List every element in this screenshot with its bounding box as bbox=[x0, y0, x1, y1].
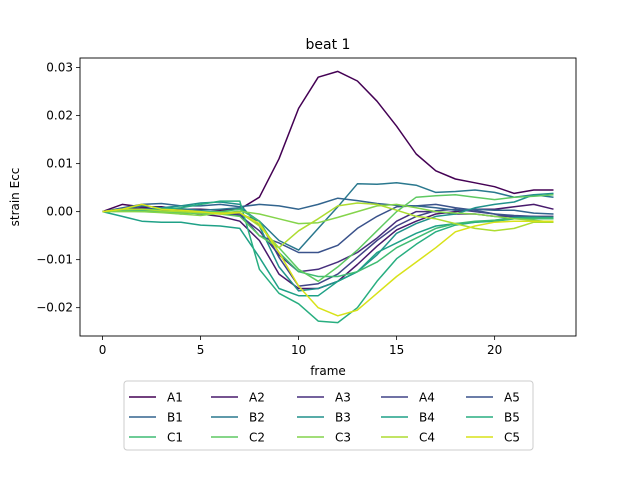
legend-label-c2: C2 bbox=[249, 431, 265, 445]
legend-label-c1: C1 bbox=[167, 431, 183, 445]
x-axis: 0 5 10 15 20 bbox=[99, 336, 502, 357]
x-axis-label: frame bbox=[310, 364, 346, 378]
legend-label-a1: A1 bbox=[167, 391, 183, 405]
legend-label-c3: C3 bbox=[335, 431, 351, 445]
y-tick-label: 0.00 bbox=[46, 205, 73, 219]
series-line-b3 bbox=[102, 192, 554, 292]
series-line-c5 bbox=[102, 203, 554, 317]
y-tick-label: 0.03 bbox=[46, 61, 73, 75]
series-line-c4 bbox=[102, 202, 554, 249]
x-tick-label: 5 bbox=[197, 343, 205, 357]
y-tick-label: 0.02 bbox=[46, 109, 73, 123]
legend-label-b3: B3 bbox=[335, 411, 351, 425]
x-tick-label: 20 bbox=[487, 343, 502, 357]
legend-box bbox=[123, 380, 534, 451]
legend-label-c4: C4 bbox=[419, 431, 435, 445]
legend-label-c5: C5 bbox=[504, 431, 520, 445]
legend-label-b2: B2 bbox=[249, 411, 265, 425]
legend-label-a2: A2 bbox=[249, 391, 265, 405]
series-lines bbox=[102, 70, 554, 324]
plot-frame bbox=[79, 57, 577, 337]
y-axis: −0.02 −0.01 0.00 0.01 0.02 0.03 bbox=[36, 61, 80, 315]
y-axis-label: strain Ecc bbox=[8, 168, 22, 227]
y-tick-label: −0.01 bbox=[36, 253, 73, 267]
legend-label-b1: B1 bbox=[167, 411, 183, 425]
legend-label-a5: A5 bbox=[504, 391, 520, 405]
series-line-c2 bbox=[102, 194, 554, 283]
x-tick-label: 15 bbox=[389, 343, 404, 357]
legend-label-a4: A4 bbox=[419, 391, 435, 405]
legend-label-a3: A3 bbox=[335, 391, 351, 405]
series-line-c3 bbox=[102, 203, 554, 225]
legend-label-b5: B5 bbox=[504, 411, 520, 425]
series-line-b5 bbox=[102, 200, 554, 324]
x-tick-label: 10 bbox=[291, 343, 306, 357]
legend-label-b4: B4 bbox=[419, 411, 435, 425]
x-tick-label: 0 bbox=[99, 343, 107, 357]
legend: A1 A2 A3 A4 A5 B1 B2 B3 B4 B5 C1 C2 C3 C4 C5 bbox=[123, 380, 534, 451]
plot-area bbox=[102, 70, 554, 324]
y-tick-label: 0.01 bbox=[46, 157, 73, 171]
chart-title: beat 1 bbox=[306, 37, 351, 53]
y-tick-label: −0.02 bbox=[36, 301, 73, 315]
